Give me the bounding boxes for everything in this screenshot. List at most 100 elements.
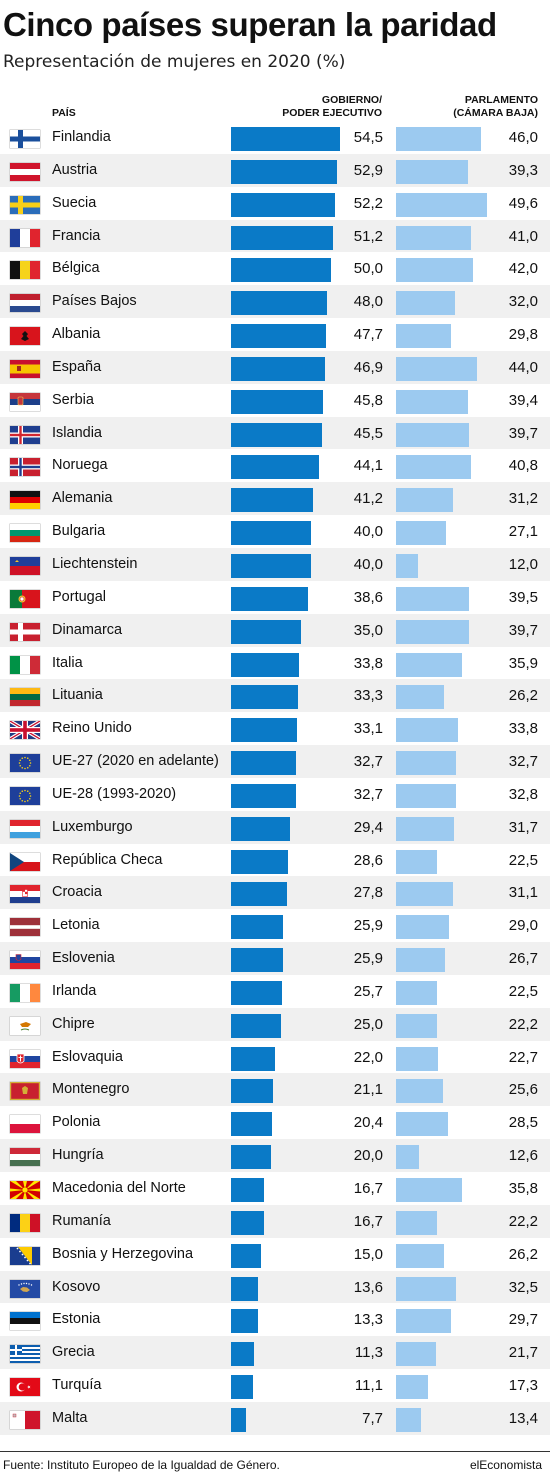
table-row: Montenegro 21,1 25,6	[0, 1073, 550, 1107]
lithuania-flag-icon	[10, 688, 40, 707]
parliament-bar	[396, 849, 438, 874]
parliament-value-label: 39,5	[508, 588, 538, 606]
government-value-label: 40,0	[353, 555, 383, 573]
parliament-value-label: 35,9	[508, 654, 538, 672]
greece-flag-icon	[10, 1345, 40, 1364]
table-row: Islandia 45,5 39,7	[0, 416, 550, 450]
parliament-bar	[396, 324, 451, 349]
parliament-bar	[396, 1309, 451, 1334]
parliament-value-label: 21,7	[508, 1344, 538, 1362]
government-value-label: 44,1	[353, 457, 383, 475]
table-row: Liechtenstein 40,0 12,0	[0, 547, 550, 581]
slovakia-flag-icon	[10, 1049, 40, 1068]
parliament-value-label: 42,0	[508, 260, 538, 278]
hungary-flag-icon	[10, 1148, 40, 1167]
country-label: Bulgaria	[52, 523, 106, 540]
country-label: Eslovenia	[52, 950, 115, 967]
country-label: Bosnia y Herzegovina	[52, 1245, 194, 1262]
parliament-value-label: 22,5	[508, 851, 538, 869]
chart-rows: Finlandia 54,5 46,0 Austria 52,9 39,3 Suecia 52…	[0, 121, 550, 1435]
liechtenstein-flag-icon	[10, 556, 40, 575]
table-row: Croacia 27,8 31,1	[0, 876, 550, 910]
malta-flag-icon	[10, 1410, 40, 1429]
sweden-flag-icon	[10, 195, 40, 214]
country-label: Austria	[52, 161, 98, 178]
government-header-line1: GOBIERNO/	[321, 94, 382, 106]
table-row: Italia 33,8 35,9	[0, 647, 550, 680]
table-row: Bélgica 50,0 42,0	[0, 252, 550, 285]
slovenia-flag-icon	[10, 951, 40, 970]
government-bar	[231, 1210, 265, 1235]
czech-flag-icon	[10, 852, 40, 871]
parliament-column-header: PARLAMENTO (CÁMARA BAJA)	[453, 94, 538, 120]
table-row: Reino Unido 33,1 33,8	[0, 712, 550, 745]
parliament-bar	[396, 751, 456, 776]
country-label: Eslovaquia	[52, 1048, 123, 1065]
government-bar	[231, 553, 311, 578]
country-label: Rumanía	[52, 1212, 111, 1229]
government-bar	[231, 783, 297, 808]
latvia-flag-icon	[10, 918, 40, 937]
government-value-label: 32,7	[353, 753, 383, 771]
estonia-flag-icon	[10, 1312, 40, 1331]
parliament-bar	[396, 1079, 443, 1104]
parliament-bar	[396, 225, 472, 250]
kosovo-flag-icon	[10, 1279, 40, 1298]
table-row: UE-27 (2020 en adelante) 32,7 32,7	[0, 745, 550, 778]
norway-flag-icon	[10, 458, 40, 477]
eu-flag-icon	[10, 754, 40, 773]
parliament-bar	[396, 1342, 436, 1367]
table-row: Grecia 11,3 21,7	[0, 1336, 550, 1370]
chart-subtitle: Representación de mujeres en 2020 (%)	[3, 52, 346, 72]
spain-flag-icon	[10, 359, 40, 378]
government-value-label: 28,6	[353, 851, 383, 869]
government-bar	[231, 389, 323, 414]
country-label: Portugal	[52, 588, 107, 605]
government-bar	[231, 1407, 247, 1432]
belgium-flag-icon	[10, 261, 40, 280]
finland-flag-icon	[10, 130, 40, 148]
table-row: Eslovaquia 22,0 22,7	[0, 1041, 550, 1074]
government-bar	[231, 455, 320, 480]
parliament-value-label: 26,2	[508, 687, 538, 705]
table-row: Macedonia del Norte 16,7 35,8	[0, 1172, 550, 1205]
government-bar	[231, 948, 283, 973]
government-bar	[231, 1342, 254, 1367]
parliament-value-label: 44,0	[508, 358, 538, 376]
government-bar	[231, 324, 327, 349]
government-value-label: 35,0	[353, 621, 383, 639]
parliament-value-label: 26,2	[508, 1245, 538, 1263]
parliament-value-label: 40,8	[508, 457, 538, 475]
government-header-line2: PODER EJECUTIVO	[282, 107, 382, 119]
country-label: Suecia	[52, 194, 97, 211]
parliament-bar	[396, 783, 457, 808]
table-row: Albania 47,7 29,8	[0, 318, 550, 351]
government-value-label: 16,7	[353, 1180, 383, 1197]
parliament-value-label: 29,7	[508, 1311, 538, 1329]
eu-flag-icon	[10, 786, 40, 805]
table-row: Polonia 20,4 28,5	[0, 1106, 550, 1139]
parliament-header-line2: (CÁMARA BAJA)	[453, 107, 538, 119]
table-row: Francia 51,2 41,0	[0, 219, 550, 253]
government-bar	[231, 422, 322, 447]
parliament-bar	[396, 980, 438, 1005]
government-value-label: 33,1	[353, 720, 383, 738]
country-label: Chipre	[52, 1015, 95, 1032]
turkey-flag-icon	[10, 1378, 40, 1397]
government-value-label: 45,8	[353, 391, 383, 409]
government-value-label: 20,4	[353, 1114, 383, 1132]
government-value-label: 45,5	[353, 424, 383, 442]
government-bar	[231, 1178, 265, 1202]
parliament-bar	[396, 1375, 428, 1400]
government-bar	[231, 586, 309, 611]
government-bar	[231, 1276, 259, 1301]
parliament-value-label: 32,0	[508, 293, 538, 311]
parliament-bar	[396, 1145, 420, 1170]
portugal-flag-icon	[10, 589, 40, 608]
country-label: Macedonia del Norte	[52, 1180, 186, 1196]
table-row: Alemania 41,2 31,2	[0, 482, 550, 516]
parliament-value-label: 29,0	[508, 917, 538, 935]
table-row: UE-28 (1993-2020) 32,7 32,8	[0, 778, 550, 811]
parliament-bar	[396, 619, 469, 644]
netherlands-flag-icon	[10, 294, 40, 313]
